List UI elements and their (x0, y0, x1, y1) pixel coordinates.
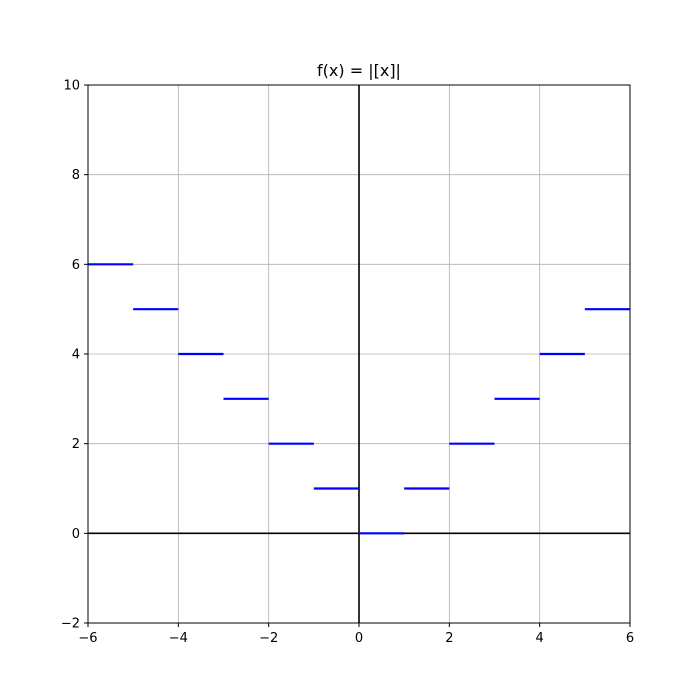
x-tick-label: 2 (445, 631, 453, 646)
x-tick-label: −6 (78, 631, 97, 646)
chart-title: f(x) = |[x]| (317, 61, 401, 80)
tick-layer: −6 −4 −2 0 2 4 6 −2 0 2 4 6 8 10 (61, 79, 634, 647)
y-tick-label: 0 (72, 527, 80, 542)
y-tick-label: 6 (72, 258, 80, 273)
x-tick-label: −4 (169, 631, 188, 646)
y-tick-label: 10 (63, 79, 80, 94)
x-tick-label: −2 (259, 631, 278, 646)
x-tick-label: 0 (355, 631, 363, 646)
y-tick-label: 4 (72, 348, 80, 363)
y-tick-label: 2 (72, 437, 80, 452)
x-tick-label: 4 (536, 631, 544, 646)
series-layer (88, 263, 630, 535)
y-tick-label: 8 (72, 168, 80, 183)
y-tick-label: −2 (61, 617, 80, 632)
x-tick-label: 6 (626, 631, 634, 646)
